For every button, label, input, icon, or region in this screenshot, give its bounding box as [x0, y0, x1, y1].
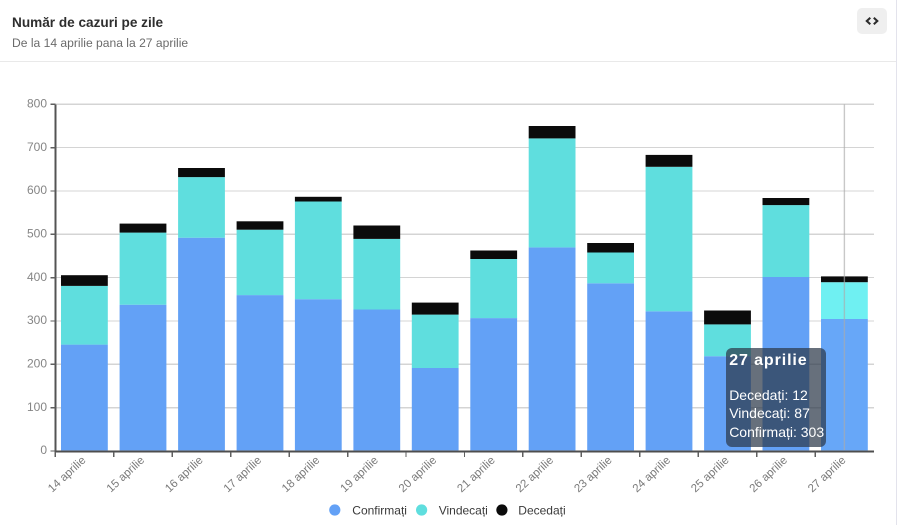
svg-text:18 aprilie: 18 aprilie	[280, 454, 322, 495]
svg-text:24 aprilie: 24 aprilie	[631, 454, 673, 495]
svg-text:200: 200	[27, 357, 47, 371]
svg-text:17 aprilie: 17 aprilie	[222, 454, 264, 495]
svg-text:0: 0	[40, 443, 47, 457]
svg-text:26 aprilie: 26 aprilie	[748, 454, 790, 495]
svg-text:300: 300	[27, 313, 47, 327]
svg-text:500: 500	[27, 227, 47, 241]
svg-text:Vindecați: Vindecați	[439, 504, 488, 518]
svg-text:22 aprilie: 22 aprilie	[514, 454, 556, 495]
svg-text:14 aprilie: 14 aprilie	[46, 454, 88, 495]
svg-text:400: 400	[27, 270, 47, 284]
svg-text:20 aprilie: 20 aprilie	[397, 454, 439, 495]
svg-text:23 aprilie: 23 aprilie	[572, 454, 614, 495]
svg-text:600: 600	[27, 183, 47, 197]
svg-text:21 aprilie: 21 aprilie	[455, 454, 497, 495]
svg-text:Confirmați: Confirmați	[352, 504, 407, 518]
svg-text:100: 100	[27, 400, 47, 414]
svg-text:25 aprilie: 25 aprilie	[689, 454, 731, 495]
svg-text:16 aprilie: 16 aprilie	[163, 454, 205, 495]
svg-text:700: 700	[27, 140, 47, 154]
svg-text:Decedați: Decedați	[518, 504, 565, 518]
svg-text:27 aprilie: 27 aprilie	[806, 454, 848, 495]
svg-text:19 aprilie: 19 aprilie	[339, 454, 381, 495]
svg-text:15 aprilie: 15 aprilie	[105, 454, 147, 495]
svg-text:800: 800	[27, 97, 47, 111]
